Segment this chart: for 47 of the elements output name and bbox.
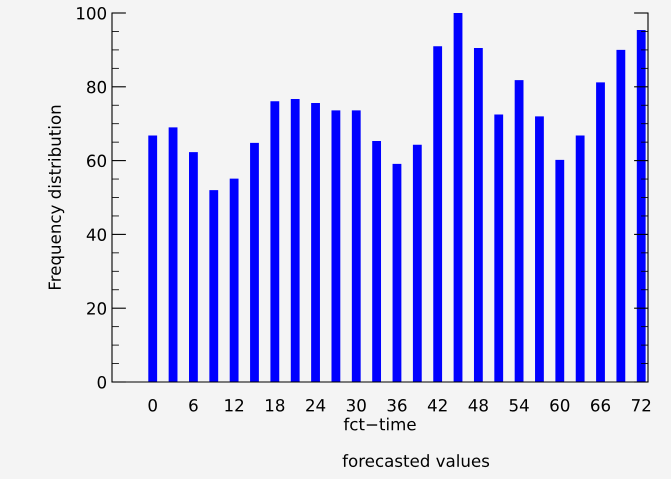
bar	[392, 164, 402, 382]
x-tick-label: 6	[189, 398, 198, 412]
x-tick-label: 0	[148, 398, 157, 412]
bar	[250, 142, 259, 382]
x-tick-label: 36	[388, 398, 407, 412]
bar	[230, 178, 239, 382]
bar	[555, 160, 564, 382]
bar	[494, 114, 504, 382]
x-tick-label: 18	[266, 398, 284, 412]
x-tick-label: 30	[346, 398, 366, 412]
x-tick-label: 42	[428, 398, 447, 412]
x-tick-label: 48	[468, 398, 488, 412]
bar	[168, 127, 178, 382]
x-tick-label: 54	[510, 399, 529, 412]
bar	[148, 136, 158, 382]
bar	[189, 152, 198, 382]
bar	[372, 141, 382, 382]
y-tick-label: 100	[77, 6, 106, 20]
y-tick-label: 0	[98, 376, 106, 389]
bar	[311, 103, 320, 382]
x-tick-label: 12	[225, 398, 244, 412]
bar	[474, 48, 483, 382]
x-tick-label: 24	[306, 398, 326, 412]
bar	[596, 82, 605, 382]
x-tick-label: 72	[632, 398, 650, 412]
bar	[514, 80, 524, 382]
y-tick-label: 60	[87, 154, 106, 168]
bar	[616, 50, 626, 382]
bar	[576, 136, 585, 382]
bar	[412, 144, 422, 382]
x-tick-label: 60	[550, 398, 570, 412]
y-tick-label: 20	[87, 302, 106, 315]
bar	[290, 98, 300, 382]
x-tick-label: 66	[591, 398, 610, 412]
y-tick-label: 80	[87, 80, 106, 94]
text: forecasted values	[342, 454, 490, 468]
bar	[454, 13, 462, 382]
bar	[270, 101, 280, 382]
bar	[433, 46, 442, 382]
bar	[535, 116, 544, 382]
bar	[352, 110, 361, 382]
bar	[636, 30, 646, 382]
y-axis-title: Frequency distribution	[48, 106, 64, 290]
y-tick-label: 40	[86, 228, 106, 241]
bar	[331, 110, 340, 382]
x-axis-title: fct−time	[344, 418, 416, 430]
bar	[209, 190, 218, 382]
